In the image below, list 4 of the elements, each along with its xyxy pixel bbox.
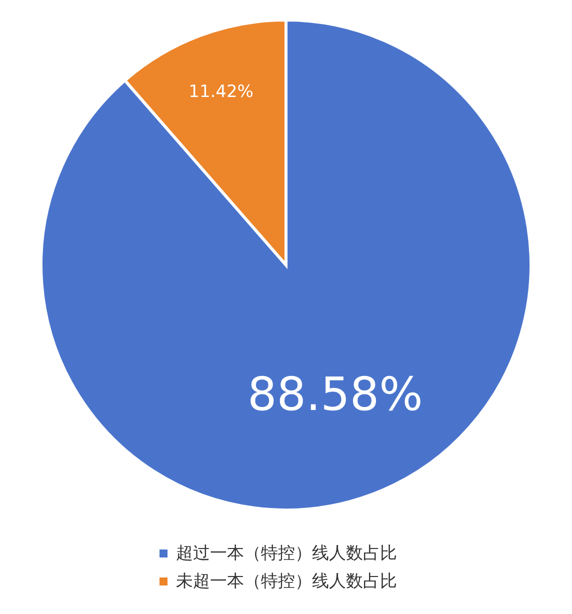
data-label: 11.42%	[188, 82, 254, 102]
legend-label: 未超一本（特控）线人数占比	[176, 572, 397, 592]
data-label: 88.58%	[247, 367, 423, 422]
legend-label: 超过一本（特控）线人数占比	[176, 544, 397, 564]
